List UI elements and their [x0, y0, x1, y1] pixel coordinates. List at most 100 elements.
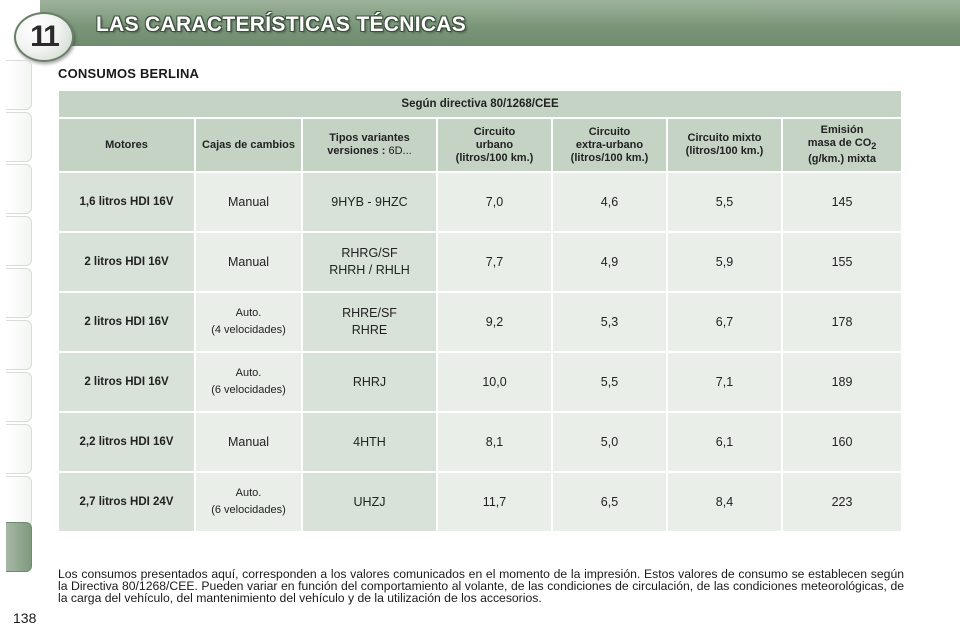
footnote: Los consumos presentados aquí, correspon…: [58, 567, 904, 606]
header-emision-line1: Emisión: [820, 123, 864, 136]
chapter-badge: 11: [14, 12, 74, 62]
header-urbano: Circuito urbano (litros/100 km.): [438, 119, 551, 171]
side-tab[interactable]: [6, 164, 32, 214]
cell-mixto-text: 8,4: [715, 494, 734, 509]
cell-urbano: 10,0: [438, 353, 551, 411]
cell-co2: 223: [783, 473, 902, 531]
header-tipos-value: 6D...: [388, 145, 412, 157]
cell-motor: 2 litros HDI 16V: [59, 293, 194, 351]
cell-caja: Auto. (6 velocidades): [196, 353, 301, 411]
side-tab[interactable]: [6, 60, 32, 110]
cell-tipo-text: 9HYB - 9HZC: [331, 194, 408, 209]
header-mixto: Circuito mixto (litros/100 km.): [668, 119, 781, 171]
cell-mixto-text: 6,7: [715, 314, 734, 329]
side-tab[interactable]: [6, 112, 32, 162]
cell-co2: 189: [783, 353, 902, 411]
cell-extra-text: 5,0: [600, 434, 619, 449]
section-title: CONSUMOS BERLINA: [58, 66, 200, 81]
cell-tipo: RHRJ: [303, 353, 436, 411]
consumption-table: Según directiva 80/1268/CEE Motores Caja…: [57, 89, 903, 533]
cell-co2: 155: [783, 233, 902, 291]
cell-tipo: 9HYB - 9HZC: [303, 173, 436, 231]
cell-caja: Manual: [196, 413, 301, 471]
cell-extra: 6,5: [553, 473, 666, 531]
cell-tipo-text: 4HTH: [353, 434, 386, 449]
header-tipos-line2: versiones :: [327, 145, 386, 157]
cell-motor: 2 litros HDI 16V: [59, 353, 194, 411]
header-mixto-line2: (litros/100 km.): [685, 145, 764, 157]
cell-co2-text: 189: [831, 374, 853, 389]
table-row: 2,2 litros HDI 16V Manual 4HTH 8,1 5,0 6,1 160: [59, 413, 902, 471]
cell-caja-text: (4 velocidades): [211, 324, 286, 336]
header-tipos-line1: Tipos variantes: [329, 132, 410, 144]
directive-header: Según directiva 80/1268/CEE: [59, 91, 902, 117]
cell-urbano-text: 7,7: [485, 254, 504, 269]
cell-caja-text: (6 velocidades): [211, 504, 286, 516]
cell-tipo-text: RHRH / RHLH: [329, 263, 410, 277]
cell-motor-text: 1,6 litros HDI 16V: [79, 195, 174, 208]
cell-co2-text: 145: [831, 194, 853, 209]
header-emision-line3: (g/km.) mixta: [808, 153, 876, 166]
cell-mixto-text: 5,5: [715, 194, 734, 209]
cell-co2: 145: [783, 173, 902, 231]
cell-urbano: 7,0: [438, 173, 551, 231]
side-tab[interactable]: [6, 476, 32, 526]
cell-caja-text: (6 velocidades): [211, 384, 286, 396]
side-tab[interactable]: [6, 424, 32, 474]
side-tab[interactable]: [6, 216, 32, 266]
cell-mixto: 6,7: [668, 293, 781, 351]
cell-urbano-text: 7,0: [485, 194, 504, 209]
cell-motor: 2,2 litros HDI 16V: [59, 413, 194, 471]
cell-urbano-text: 10,0: [482, 374, 507, 389]
side-tab-active[interactable]: [6, 522, 32, 572]
cell-caja-text: Auto.: [235, 367, 262, 379]
cell-tipo-text: RHRG/SF: [341, 246, 398, 260]
cell-caja-text: Manual: [228, 254, 269, 269]
header-motores: Motores: [59, 119, 194, 171]
table-row: 2,7 litros HDI 24V Auto. (6 velocidades) UH…: [59, 473, 902, 531]
cell-caja: Manual: [196, 173, 301, 231]
cell-extra: 5,5: [553, 353, 666, 411]
side-tab[interactable]: [6, 372, 32, 422]
header-extra-line2: extra-urbano: [575, 138, 644, 151]
cell-mixto: 5,5: [668, 173, 781, 231]
cell-tipo-text: UHZJ: [353, 494, 386, 509]
cell-caja-text: Auto.: [235, 487, 262, 499]
cell-tipo: RHRE/SF RHRE: [303, 293, 436, 351]
cell-extra: 5,3: [553, 293, 666, 351]
cell-caja-text: Manual: [228, 194, 269, 209]
table-row: 2 litros HDI 16V Auto. (6 velocidades) RHRJ…: [59, 353, 902, 411]
cell-co2-text: 155: [831, 254, 853, 269]
side-tab[interactable]: [6, 268, 32, 318]
cell-caja-text: Manual: [228, 434, 269, 449]
cell-extra-text: 4,9: [600, 254, 619, 269]
header-emision-line2: masa de CO: [807, 136, 872, 149]
cell-tipo-text: RHRE/SF: [342, 306, 397, 320]
cell-extra-text: 5,5: [600, 374, 619, 389]
cell-urbano-text: 11,7: [482, 494, 507, 509]
side-tabs: [0, 60, 34, 580]
cell-tipo: 4HTH: [303, 413, 436, 471]
cell-co2-text: 160: [831, 434, 853, 449]
cell-caja: Auto. (4 velocidades): [196, 293, 301, 351]
header-cajas: Cajas de cambios: [196, 119, 301, 171]
cell-motor-text: 2 litros HDI 16V: [84, 315, 169, 328]
cell-motor: 2 litros HDI 16V: [59, 233, 194, 291]
cell-mixto: 8,4: [668, 473, 781, 531]
chapter-number: 11: [30, 20, 60, 53]
cell-motor-text: 2,2 litros HDI 16V: [79, 435, 174, 448]
header-emision-sub: 2: [871, 141, 877, 152]
header-urbano-line2: urbano: [475, 138, 514, 151]
cell-caja-text: Auto.: [235, 307, 262, 319]
header-urbano-line3: (litros/100 km.): [455, 151, 534, 164]
cell-urbano: 11,7: [438, 473, 551, 531]
cell-tipo-text: RHRJ: [352, 374, 387, 389]
side-tab[interactable]: [6, 320, 32, 370]
cell-mixto-text: 7,1: [715, 374, 734, 389]
consumption-table-wrap: Según directiva 80/1268/CEE Motores Caja…: [57, 89, 903, 533]
cell-caja: Auto. (6 velocidades): [196, 473, 301, 531]
cell-extra: 5,0: [553, 413, 666, 471]
header-tipos: Tipos variantes versiones : 6D...: [303, 119, 436, 171]
page-title: LAS CARACTERÍSTICAS TÉCNICAS: [96, 13, 467, 36]
cell-co2-text: 178: [831, 314, 853, 329]
